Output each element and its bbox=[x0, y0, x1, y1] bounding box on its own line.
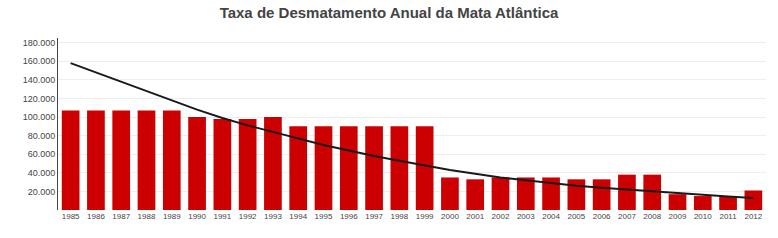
svg-text:2008: 2008 bbox=[643, 212, 661, 221]
svg-text:1995: 1995 bbox=[315, 212, 333, 221]
svg-text:2005: 2005 bbox=[567, 212, 585, 221]
svg-text:2009: 2009 bbox=[669, 212, 687, 221]
svg-text:1997: 1997 bbox=[365, 212, 383, 221]
svg-text:Taxa de Desmatamento Anual da: Taxa de Desmatamento Anual da Mata Atlân… bbox=[220, 4, 559, 21]
svg-text:160.000: 160.000 bbox=[23, 56, 56, 66]
svg-text:2010: 2010 bbox=[694, 212, 712, 221]
svg-text:2001: 2001 bbox=[466, 212, 484, 221]
svg-text:2012: 2012 bbox=[744, 212, 762, 221]
svg-text:1989: 1989 bbox=[163, 212, 181, 221]
svg-text:140.000: 140.000 bbox=[23, 75, 56, 85]
svg-text:1990: 1990 bbox=[188, 212, 206, 221]
svg-text:120.000: 120.000 bbox=[23, 94, 56, 104]
svg-text:2003: 2003 bbox=[517, 212, 535, 221]
svg-text:1986: 1986 bbox=[87, 212, 105, 221]
svg-text:1999: 1999 bbox=[416, 212, 434, 221]
svg-text:1998: 1998 bbox=[390, 212, 408, 221]
svg-text:1993: 1993 bbox=[264, 212, 282, 221]
svg-text:2004: 2004 bbox=[542, 212, 560, 221]
svg-text:2002: 2002 bbox=[492, 212, 510, 221]
svg-text:1985: 1985 bbox=[62, 212, 80, 221]
svg-text:20.000: 20.000 bbox=[28, 187, 56, 197]
svg-text:2000: 2000 bbox=[441, 212, 459, 221]
svg-text:180.000: 180.000 bbox=[23, 38, 56, 48]
svg-text:40.000: 40.000 bbox=[28, 168, 56, 178]
svg-text:2011: 2011 bbox=[719, 212, 737, 221]
svg-text:2007: 2007 bbox=[618, 212, 636, 221]
svg-text:80.000: 80.000 bbox=[28, 131, 56, 141]
svg-text:1988: 1988 bbox=[138, 212, 156, 221]
svg-text:1987: 1987 bbox=[112, 212, 130, 221]
svg-text:1996: 1996 bbox=[340, 212, 358, 221]
svg-text:2006: 2006 bbox=[593, 212, 611, 221]
svg-text:1994: 1994 bbox=[289, 212, 307, 221]
svg-text:1991: 1991 bbox=[213, 212, 231, 221]
svg-text:60.000: 60.000 bbox=[28, 149, 56, 159]
svg-text:100.000: 100.000 bbox=[23, 112, 56, 122]
svg-text:1992: 1992 bbox=[239, 212, 257, 221]
